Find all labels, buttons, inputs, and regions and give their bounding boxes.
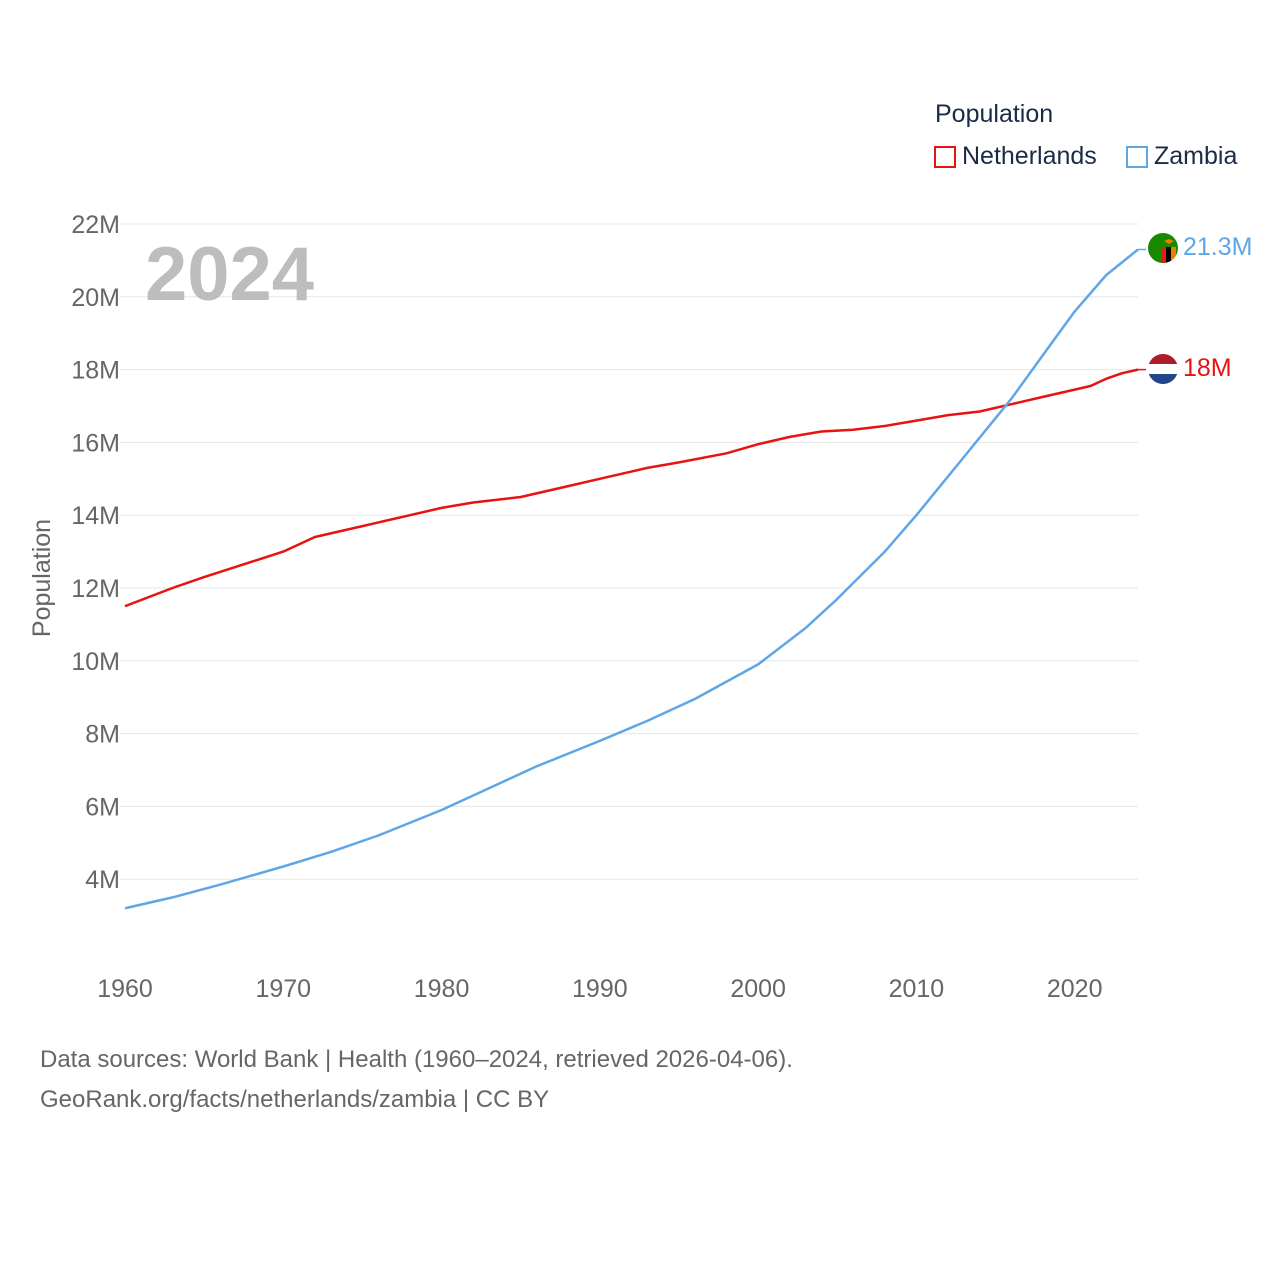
y-tick-label: 4M: [85, 866, 120, 894]
x-tick-label: 2000: [730, 975, 786, 1003]
year-watermark: 2024: [145, 232, 314, 317]
netherlands-end-label: 18M: [1183, 354, 1232, 382]
gridlines: [120, 223, 1138, 880]
y-tick-label: 18M: [71, 357, 120, 385]
y-tick-label: 10M: [71, 648, 120, 676]
y-tick-label: 12M: [71, 575, 120, 603]
y-tick-label: 22M: [71, 211, 120, 239]
legend-item-netherlands[interactable]: Netherlands: [934, 142, 1097, 171]
source-line: Data sources: World Bank | Health (1960–…: [40, 1046, 793, 1073]
x-tick-label: 1970: [255, 975, 311, 1003]
series-line-zambia: [124, 248, 1139, 910]
x-tick-label: 2010: [889, 975, 945, 1003]
series-line-netherlands: [124, 368, 1139, 608]
legend-label-netherlands: Netherlands: [962, 142, 1097, 170]
x-tick-label: 1990: [572, 975, 628, 1003]
x-tick-label: 1960: [97, 975, 153, 1003]
y-tick-label: 16M: [71, 429, 120, 457]
series-lines: [124, 248, 1146, 910]
y-tick-label: 8M: [85, 721, 120, 749]
y-tick-label: 14M: [71, 502, 120, 530]
legend-swatch-zambia: [1126, 145, 1148, 168]
legend-title: Population: [935, 100, 1054, 128]
legend-item-zambia[interactable]: Zambia: [1126, 142, 1237, 171]
x-axis-ticks: 1960 1970 1980 1990 2000 2010 2020: [97, 975, 1102, 1003]
y-tick-label: 20M: [71, 284, 120, 312]
legend-swatch-netherlands: [934, 145, 956, 168]
x-tick-label: 2020: [1047, 975, 1103, 1003]
netherlands-flag-icon: [1148, 354, 1178, 384]
zambia-flag-icon: [1148, 233, 1178, 263]
y-tick-label: 6M: [85, 793, 120, 821]
zambia-end-label: 21.3M: [1183, 233, 1252, 261]
legend-label-zambia: Zambia: [1154, 142, 1238, 170]
y-axis-ticks: 4M 6M 8M 10M 12M 14M 16M 18M 20M 22M: [71, 211, 120, 894]
x-tick-label: 1980: [414, 975, 470, 1003]
source-url[interactable]: GeoRank.org/facts/netherlands/zambia | C…: [40, 1086, 550, 1113]
y-axis-label: Population: [28, 519, 56, 637]
